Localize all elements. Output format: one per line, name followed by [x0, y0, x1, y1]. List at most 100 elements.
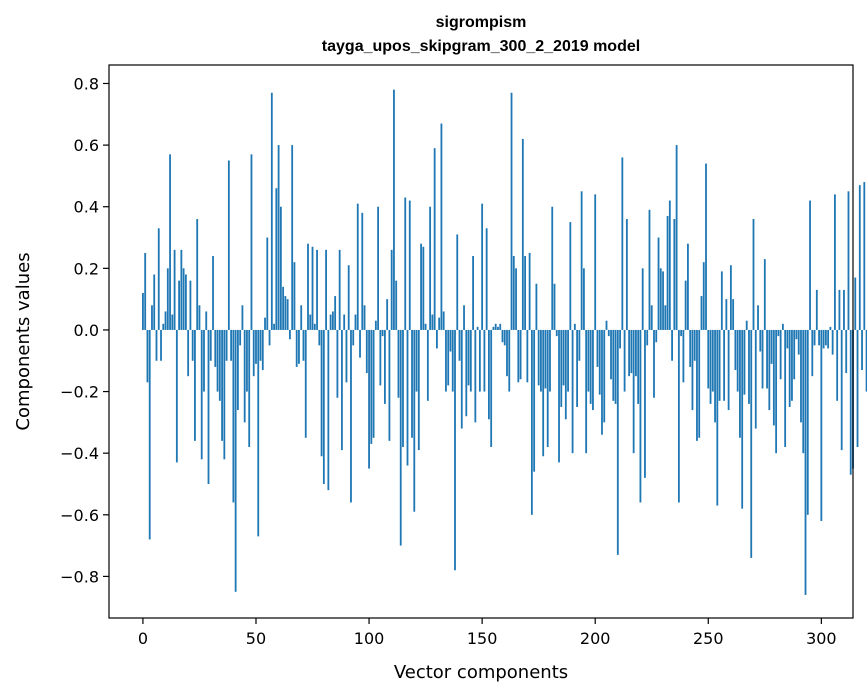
bar: [680, 329, 683, 337]
bar: [300, 305, 303, 330]
bar: [653, 329, 655, 398]
bar: [347, 265, 350, 330]
bar: [250, 154, 253, 330]
bar: [641, 268, 644, 330]
bar: [268, 329, 271, 346]
bar: [666, 215, 669, 330]
bar: [146, 329, 149, 383]
bar: [675, 145, 678, 330]
bar: [189, 280, 192, 330]
bar: [648, 209, 651, 330]
bar: [255, 329, 257, 364]
bar: [610, 329, 612, 380]
bar: [736, 329, 739, 392]
bar: [558, 329, 560, 463]
bar: [501, 329, 504, 343]
bar: [429, 206, 432, 330]
bar: [180, 249, 183, 330]
bar: [845, 329, 848, 374]
x-tick-label: 0: [138, 629, 148, 648]
bar: [601, 329, 603, 435]
bar: [234, 329, 237, 592]
bar: [592, 329, 594, 411]
bar: [535, 283, 538, 330]
bar: [668, 200, 671, 330]
x-tick-label: 300: [806, 629, 837, 648]
bar: [194, 329, 196, 441]
bar: [460, 329, 463, 429]
bar: [555, 329, 558, 337]
bar: [824, 329, 827, 346]
bar: [415, 329, 418, 392]
bar: [786, 329, 789, 349]
bar: [707, 329, 710, 389]
bar: [144, 252, 147, 330]
bar: [614, 329, 617, 404]
bar: [478, 329, 481, 392]
bar: [861, 329, 863, 370]
bar: [815, 289, 818, 330]
bar: [587, 329, 590, 392]
bar: [847, 191, 850, 330]
bar: [734, 329, 737, 370]
bar: [431, 314, 434, 330]
bar: [187, 329, 190, 377]
bar: [775, 329, 778, 454]
bar: [637, 329, 640, 404]
bar: [184, 274, 187, 330]
bar: [411, 329, 413, 438]
bar: [175, 329, 178, 463]
bar: [162, 323, 165, 330]
bar: [612, 329, 615, 401]
bar: [406, 329, 409, 466]
y-tick-label: −0.2: [60, 383, 99, 402]
bar: [784, 329, 787, 448]
bar: [442, 311, 445, 330]
bar: [469, 329, 472, 392]
bar: [863, 182, 866, 330]
bar: [759, 329, 762, 352]
bar: [791, 329, 793, 401]
x-tick-label: 50: [246, 629, 266, 648]
bar: [327, 329, 330, 491]
bar: [426, 329, 429, 401]
bar: [277, 145, 280, 330]
bar: [252, 329, 255, 377]
bar: [456, 234, 459, 330]
bar: [488, 329, 490, 420]
x-tick-label: 200: [580, 629, 611, 648]
bar: [320, 329, 323, 457]
x-tick-label: 100: [354, 629, 385, 648]
bar: [700, 296, 703, 330]
bar: [716, 329, 719, 506]
bar: [521, 138, 524, 330]
bar: [836, 329, 839, 401]
bar: [856, 329, 859, 448]
bar: [727, 329, 730, 411]
bar: [232, 329, 235, 503]
bar: [458, 329, 461, 361]
bar: [352, 329, 355, 346]
bar: [200, 329, 203, 460]
bar: [510, 92, 513, 330]
bar: [766, 329, 768, 389]
bar: [838, 289, 841, 330]
bar: [657, 237, 660, 330]
bar: [684, 280, 687, 330]
bar: [725, 299, 728, 330]
bar: [266, 237, 269, 330]
bar: [311, 246, 314, 330]
bar: [445, 329, 447, 392]
bar: [720, 271, 723, 330]
bar: [607, 329, 610, 337]
bar: [748, 329, 750, 404]
bar: [632, 329, 635, 454]
bar: [142, 292, 144, 330]
y-tick-label: 0.6: [74, 136, 99, 155]
bar: [390, 249, 393, 330]
bar: [289, 329, 291, 340]
bar: [843, 289, 845, 330]
bar: [485, 228, 488, 330]
bar: [524, 256, 526, 330]
